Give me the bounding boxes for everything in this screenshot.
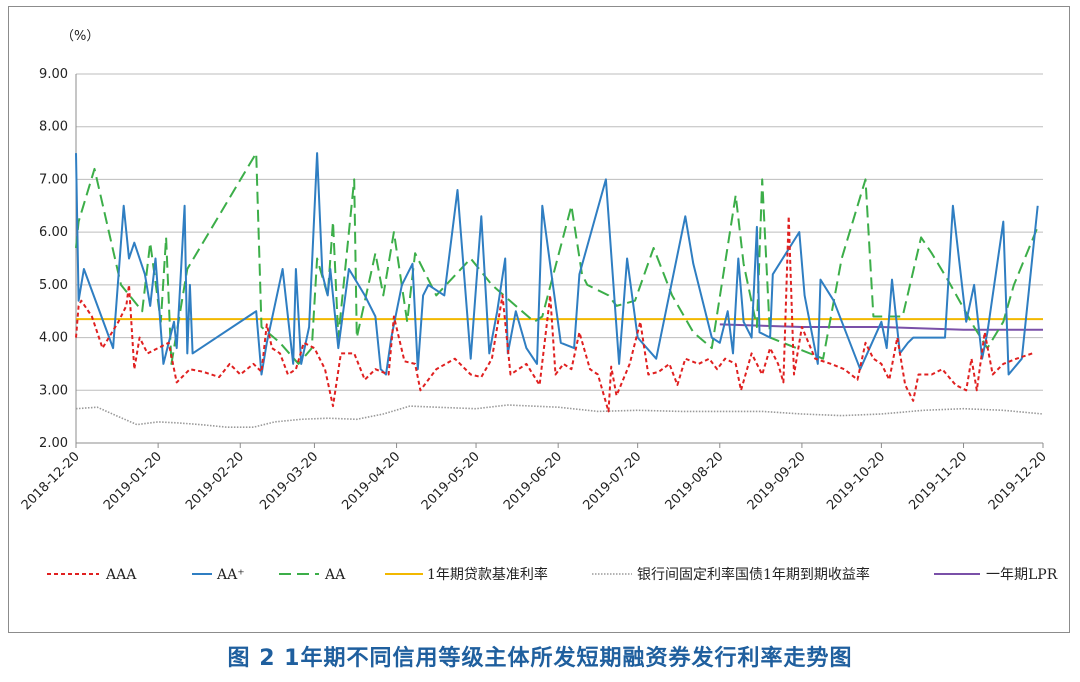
x-tick-label: 2019-09-20 [745, 449, 809, 513]
y-axis-ticks: 2.00 3.00 4.00 5.00 6.00 7.00 8.00 9.00 [39, 67, 68, 451]
legend-label-2: AA [324, 567, 346, 583]
x-axis-ticks: 2018-12-20 2019-01-20 2019-02-20 2019-03-20… [19, 443, 1050, 513]
y-unit-label: （%） [61, 29, 99, 44]
x-tick-label: 2019-12-20 [986, 449, 1050, 513]
x-tick-label: 2019-06-20 [501, 449, 565, 513]
legend-label-5: 一年期LPR [986, 567, 1058, 583]
chart-svg: （%） 2.00 3.00 4.00 5.00 6.00 7.00 8.00 9.00 201… [19, 29, 1058, 583]
series-line-5 [719, 323, 1043, 331]
legend: AAA AA⁺ AA 1年期贷款基准利率 银行间固定利率国债1年期到期收益率 一年期LPR [47, 566, 1058, 583]
x-tick-label: 2019-11-20 [906, 449, 970, 513]
y-tick-label: 5.00 [39, 278, 68, 293]
y-tick-label: 2.00 [39, 436, 68, 451]
x-tick-label: 2019-10-20 [824, 449, 888, 513]
series-line-0 [75, 215, 1033, 413]
y-tick-label: 3.00 [39, 383, 68, 398]
x-tick-label: 2019-07-20 [580, 449, 644, 513]
y-tick-label: 4.00 [39, 331, 68, 346]
figure-caption: 图 2 1年期不同信用等级主体所发短期融资券发行利率走势图 [227, 646, 853, 671]
series-line-2 [75, 152, 1039, 365]
x-tick-label: 2019-08-20 [663, 449, 727, 513]
legend-label-1: AA⁺ [216, 567, 245, 583]
legend-label-4: 银行间固定利率国债1年期到期收益率 [637, 566, 870, 583]
y-tick-label: 8.00 [39, 120, 68, 135]
legend-label-3: 1年期贷款基准利率 [427, 566, 548, 583]
y-tick-label: 7.00 [39, 172, 68, 187]
x-tick-label: 2018-12-20 [19, 449, 83, 513]
series-line-1 [75, 152, 1039, 376]
y-tick-label: 9.00 [39, 67, 68, 82]
y-tick-label: 6.00 [39, 225, 68, 240]
x-tick-label: 2019-04-20 [339, 449, 403, 513]
series-line-4 [75, 404, 1044, 428]
x-tick-label: 2019-05-20 [419, 449, 483, 513]
chart-frame: （%） 2.00 3.00 4.00 5.00 6.00 7.00 8.00 9.00 201… [8, 6, 1070, 633]
x-tick-label: 2019-03-20 [257, 449, 321, 513]
grid [75, 73, 1043, 444]
x-tick-label: 2019-01-20 [101, 449, 165, 513]
series-group [75, 152, 1044, 428]
x-tick-label: 2019-02-20 [183, 449, 247, 513]
legend-label-0: AAA [105, 567, 137, 583]
